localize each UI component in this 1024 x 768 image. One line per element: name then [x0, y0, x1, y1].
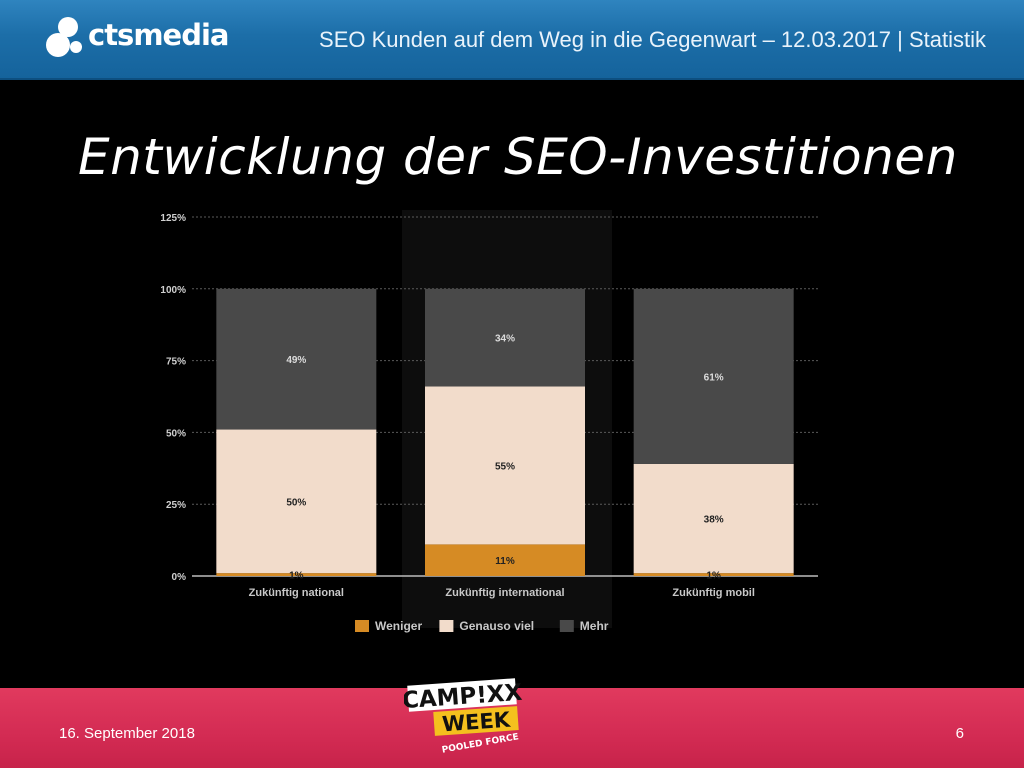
- legend-label: Genauso viel: [459, 619, 534, 633]
- legend-swatch: [559, 620, 574, 632]
- y-tick-label: 50%: [166, 428, 186, 439]
- x-tick-label: Zukünftig international: [445, 587, 564, 599]
- bar-segment: [216, 288, 377, 430]
- header-title: SEO Kunden auf dem Weg in die Gegenwart …: [319, 27, 986, 52]
- event-logo-line2: WEEK: [441, 708, 511, 737]
- slide-header: ctsmedia SEO Kunden auf dem Weg in die G…: [0, 0, 1024, 80]
- campixx-week-logo: CAMP!XX WEEK POOLED FORCE: [401, 676, 526, 758]
- bar-data-label: 34%: [495, 334, 515, 345]
- legend-label: Mehr: [580, 619, 609, 633]
- bar-segment: [633, 288, 794, 464]
- company-logo: ctsmedia: [44, 14, 229, 64]
- y-tick-label: 0%: [172, 572, 187, 583]
- y-tick-label: 75%: [166, 357, 186, 368]
- stacked-bar-chart: 0% 25% 50% 75% 100% 125% 1% 50% 49% 11% 55% 34% 1% 3…: [160, 210, 818, 633]
- bar-segment: [425, 288, 585, 387]
- bar-segment: [216, 573, 377, 576]
- bar-segment: [425, 544, 585, 576]
- bar-data-label: 1%: [706, 571, 721, 582]
- event-logo-line3: POOLED FORCE: [441, 732, 519, 755]
- y-tick-label: 25%: [166, 500, 186, 511]
- legend-swatch: [355, 620, 369, 632]
- bar-data-label: 55%: [495, 461, 515, 472]
- slide-footer: 16. September 2018 CAMP!XX WEEK POOLED F…: [0, 678, 1024, 768]
- footer-date: 16. September 2018: [59, 725, 195, 742]
- y-tick-label: 125%: [160, 213, 186, 224]
- page-number: 6: [955, 725, 964, 742]
- bar-segment: [216, 429, 377, 574]
- x-tick-label: Zukünftig mobil: [672, 587, 754, 599]
- bar-data-label: 61%: [704, 372, 724, 383]
- bar-segment: [633, 573, 794, 576]
- bar-data-label: 49%: [286, 355, 306, 366]
- bar-data-label: 11%: [495, 556, 515, 567]
- bar-segment: [425, 386, 585, 545]
- slide-title: Entwicklung der SEO-Investitionen: [78, 128, 958, 186]
- bar-data-label: 38%: [704, 515, 724, 526]
- x-tick-label: Zukünftig national: [249, 587, 344, 599]
- logo-text: ctsmedia: [88, 18, 229, 52]
- logo-circles-icon: [46, 17, 82, 57]
- bar-data-label: 50%: [286, 497, 306, 508]
- bar-data-label: 1%: [289, 571, 304, 582]
- legend-label: Weniger: [375, 619, 422, 633]
- legend-swatch: [439, 620, 454, 632]
- bar-segment: [633, 463, 794, 574]
- y-tick-label: 100%: [160, 285, 186, 296]
